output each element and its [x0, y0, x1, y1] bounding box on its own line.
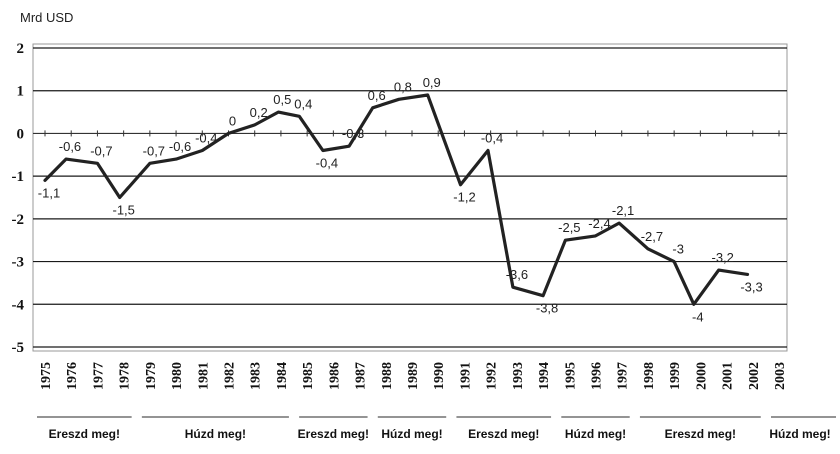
x-tick-label: 1979 — [144, 362, 159, 390]
x-tick-label: 1976 — [65, 362, 80, 390]
data-label: -1,1 — [38, 185, 60, 200]
x-tick-label: 1993 — [511, 362, 526, 390]
phase-annotations: Ereszd meg! Húzd meg! Ereszd meg! Húzd meg!… — [37, 416, 836, 441]
data-label: 0,2 — [250, 105, 268, 120]
series-line-path — [43, 93, 750, 306]
y-tick-label: -3 — [12, 255, 25, 271]
x-tick-label: 1987 — [354, 362, 369, 390]
x-tick-label: 1989 — [406, 362, 421, 390]
phase-label: Húzd meg! — [565, 427, 626, 441]
data-label: -2,1 — [612, 203, 634, 218]
x-tick-label: 1998 — [642, 362, 657, 390]
data-label: -2,5 — [558, 220, 580, 235]
x-tick-label: 1978 — [118, 362, 133, 390]
x-tick-label: 2001 — [721, 362, 736, 390]
data-label: 0,8 — [394, 79, 412, 94]
data-label: 0,9 — [423, 75, 441, 90]
x-axis-ticks: 1975 1976 1977 1978 1979 1980 1981 1982 1983 1984… — [39, 362, 788, 390]
x-tick-label: 1984 — [275, 362, 290, 390]
x-tick-label: 1980 — [170, 362, 185, 390]
data-label: -0,7 — [90, 143, 112, 158]
data-label: 0,6 — [368, 88, 386, 103]
x-tick-label: 1994 — [537, 362, 552, 390]
phase-label: Húzd meg! — [769, 427, 830, 441]
data-label: -3,3 — [740, 279, 762, 294]
gridlines — [33, 47, 787, 348]
y-tick-label: 2 — [17, 41, 25, 57]
data-label: -0,4 — [195, 131, 217, 146]
phase-label: Ereszd meg! — [468, 427, 539, 441]
data-label: 0,5 — [273, 92, 291, 107]
data-label: -3 — [672, 242, 684, 257]
x-tick-label: 1995 — [563, 362, 578, 390]
y-tick-label: 1 — [17, 84, 25, 100]
data-label: -3,8 — [536, 301, 558, 316]
x-tick-label: 2000 — [694, 362, 709, 390]
data-label: -0,6 — [59, 139, 81, 154]
y-tick-label: 0 — [17, 126, 25, 142]
y-tick-label: -5 — [12, 340, 25, 356]
x-tick-label: 1990 — [432, 362, 447, 390]
data-label: -0,4 — [481, 131, 503, 146]
x-tick-label: 2002 — [747, 362, 762, 390]
data-label: -2,4 — [588, 216, 610, 231]
data-label: -1,2 — [453, 190, 475, 205]
x-tick-label: 1991 — [458, 362, 473, 390]
data-label: -3,2 — [712, 250, 734, 265]
x-tick-label: 1982 — [223, 362, 238, 390]
y-tick-label: -1 — [12, 169, 25, 185]
data-label: -0,4 — [316, 156, 338, 171]
data-labels: -1,1 -0,6 -0,7 -1,5 -0,7 -0,6 -0,4 0 0,2 0,5 0,4 -0… — [38, 75, 763, 324]
x-tick-label: 2003 — [773, 362, 788, 390]
y-tick-label: -4 — [12, 297, 25, 313]
x-tick-label: 1977 — [91, 362, 106, 390]
data-label: 0 — [229, 113, 236, 128]
phase-label: Ereszd meg! — [298, 427, 369, 441]
data-label: -1,5 — [113, 203, 135, 218]
data-label: -0,3 — [342, 126, 364, 141]
phase-label: Húzd meg! — [185, 427, 246, 441]
data-label: -2,7 — [641, 229, 663, 244]
x-tick-label: 1996 — [590, 362, 605, 390]
phase-label: Ereszd meg! — [665, 427, 736, 441]
x-tick-label: 1985 — [301, 362, 316, 390]
x-tick-label: 1997 — [616, 362, 631, 390]
x-tick-label: 1988 — [380, 362, 395, 390]
series-line — [43, 93, 750, 306]
plot-area — [32, 43, 788, 352]
data-label: -0,6 — [169, 139, 191, 154]
x-tick-label: 1999 — [668, 362, 683, 390]
y-unit-label: Mrd USD — [20, 10, 73, 25]
phase-label: Ereszd meg! — [49, 427, 120, 441]
data-label: -0,7 — [143, 143, 165, 158]
x-tick-label: 1975 — [39, 362, 54, 390]
y-axis-ticks: 2 1 0 -1 -2 -3 -4 -5 — [12, 41, 25, 356]
x-tick-label: 1981 — [196, 362, 211, 390]
x-tick-label: 1992 — [485, 362, 500, 390]
x-tick-label: 1986 — [327, 362, 342, 390]
data-label: -4 — [692, 309, 704, 324]
x-tick-label: 1983 — [249, 362, 264, 390]
phase-label: Húzd meg! — [381, 427, 442, 441]
data-label: 0,4 — [294, 96, 312, 111]
data-label: -3,6 — [506, 267, 528, 282]
y-tick-label: -2 — [12, 212, 25, 228]
